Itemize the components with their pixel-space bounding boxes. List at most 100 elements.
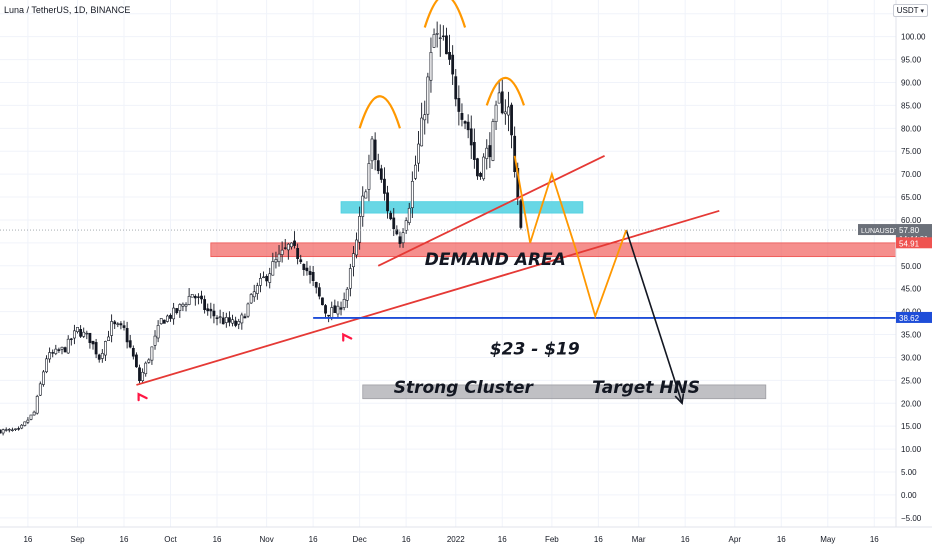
- candle-body: [389, 212, 393, 220]
- candle-body: [169, 314, 172, 319]
- candle-body: [513, 135, 517, 173]
- candle-body: [119, 323, 123, 326]
- candle-body: [122, 325, 126, 328]
- candle-body: [497, 92, 501, 104]
- projection-path: [513, 155, 628, 320]
- y-tick-label: 10.00: [901, 445, 922, 454]
- x-tick-label: 16: [213, 535, 222, 544]
- candle-body: [392, 217, 396, 230]
- currency-label: USDT: [896, 6, 919, 15]
- candle-body: [76, 327, 79, 333]
- x-tick-label: 16: [309, 535, 318, 544]
- price-tag: [896, 224, 932, 236]
- candle-body: [333, 305, 337, 313]
- candle-body: [398, 236, 402, 244]
- candle-body: [1, 429, 5, 434]
- candle-body: [246, 303, 250, 317]
- candle-body: [479, 172, 482, 177]
- candles: [0, 21, 523, 436]
- candle-body: [7, 429, 11, 431]
- candle-body: [500, 91, 504, 114]
- candle-body: [482, 156, 486, 180]
- candle-body: [209, 308, 213, 312]
- price-tag-label: 54.91: [899, 239, 920, 248]
- candle-body: [317, 287, 321, 297]
- candle-body: [438, 37, 442, 39]
- y-tick-label: 85.00: [901, 101, 922, 110]
- annotation-text: Strong Cluster: [394, 378, 535, 398]
- candle-body: [361, 195, 365, 217]
- candle-body: [255, 285, 259, 294]
- candle-body: [476, 158, 479, 177]
- x-tick-label: Nov: [260, 535, 274, 544]
- candle-body: [159, 318, 163, 325]
- candle-body: [426, 76, 430, 115]
- candle-body: [370, 138, 374, 162]
- candle-body: [104, 341, 107, 356]
- candle-body: [138, 367, 141, 382]
- candle-body: [435, 33, 439, 35]
- candle-body: [85, 332, 89, 335]
- candle-body: [156, 325, 160, 339]
- x-tick-label: 16: [594, 535, 603, 544]
- x-tick-label: Feb: [545, 535, 559, 544]
- candle-body: [73, 330, 76, 339]
- y-tick-label: 0.00: [901, 491, 917, 500]
- candle-body: [290, 242, 293, 248]
- time-axis-bg: [0, 527, 932, 550]
- candle-body: [441, 35, 445, 38]
- candle-body: [14, 428, 17, 430]
- candle-body: [212, 310, 216, 317]
- candle-body: [401, 232, 405, 244]
- x-tick-label: 16: [681, 535, 690, 544]
- y-tick-label: 5.00: [901, 468, 917, 477]
- candle-body: [187, 295, 191, 305]
- candle-body: [507, 106, 510, 116]
- price-tag: [896, 237, 932, 249]
- candle-body: [432, 34, 436, 48]
- candle-body: [302, 263, 306, 270]
- x-tick-label: 16: [402, 535, 411, 544]
- candle-body: [215, 317, 219, 319]
- x-tick-label: Dec: [353, 535, 367, 544]
- y-tick-label: 30.00: [901, 353, 922, 362]
- candle-body: [311, 271, 315, 281]
- candle-body: [262, 276, 265, 279]
- y-tick-label: 20.00: [901, 399, 922, 408]
- candle-body: [379, 168, 383, 180]
- candle-body: [510, 104, 513, 136]
- y-tick-label: 100.00: [901, 33, 926, 42]
- candle-body: [0, 429, 2, 434]
- candle-body: [451, 54, 455, 75]
- candle-body: [11, 429, 14, 431]
- candle-body: [20, 424, 24, 429]
- candle-body: [271, 261, 275, 276]
- candle-body: [383, 178, 386, 194]
- candle-body: [491, 121, 495, 161]
- candle-body: [144, 362, 148, 375]
- candle-body: [17, 428, 21, 430]
- candle-body: [299, 259, 303, 263]
- candle-body: [324, 305, 327, 314]
- candle-body: [429, 52, 433, 81]
- y-tick-label: 70.00: [901, 170, 922, 179]
- candle-body: [339, 307, 343, 310]
- price-tag-label: 38.62: [899, 314, 920, 323]
- x-tick-label: 16: [23, 535, 32, 544]
- candle-body: [314, 282, 318, 288]
- candle-body: [249, 294, 253, 304]
- symbol-tag: [858, 224, 896, 236]
- candle-body: [147, 359, 151, 363]
- candle-body: [305, 267, 309, 272]
- candle-body: [268, 273, 272, 283]
- candle-body: [237, 321, 241, 325]
- candle-body: [116, 323, 120, 325]
- candle-body: [485, 147, 489, 159]
- candle-body: [348, 268, 352, 289]
- currency-selector[interactable]: USDT ▾: [892, 4, 928, 17]
- candle-body: [342, 299, 346, 308]
- candle-body: [355, 239, 358, 256]
- candle-body: [321, 297, 324, 306]
- candle-body: [197, 296, 200, 298]
